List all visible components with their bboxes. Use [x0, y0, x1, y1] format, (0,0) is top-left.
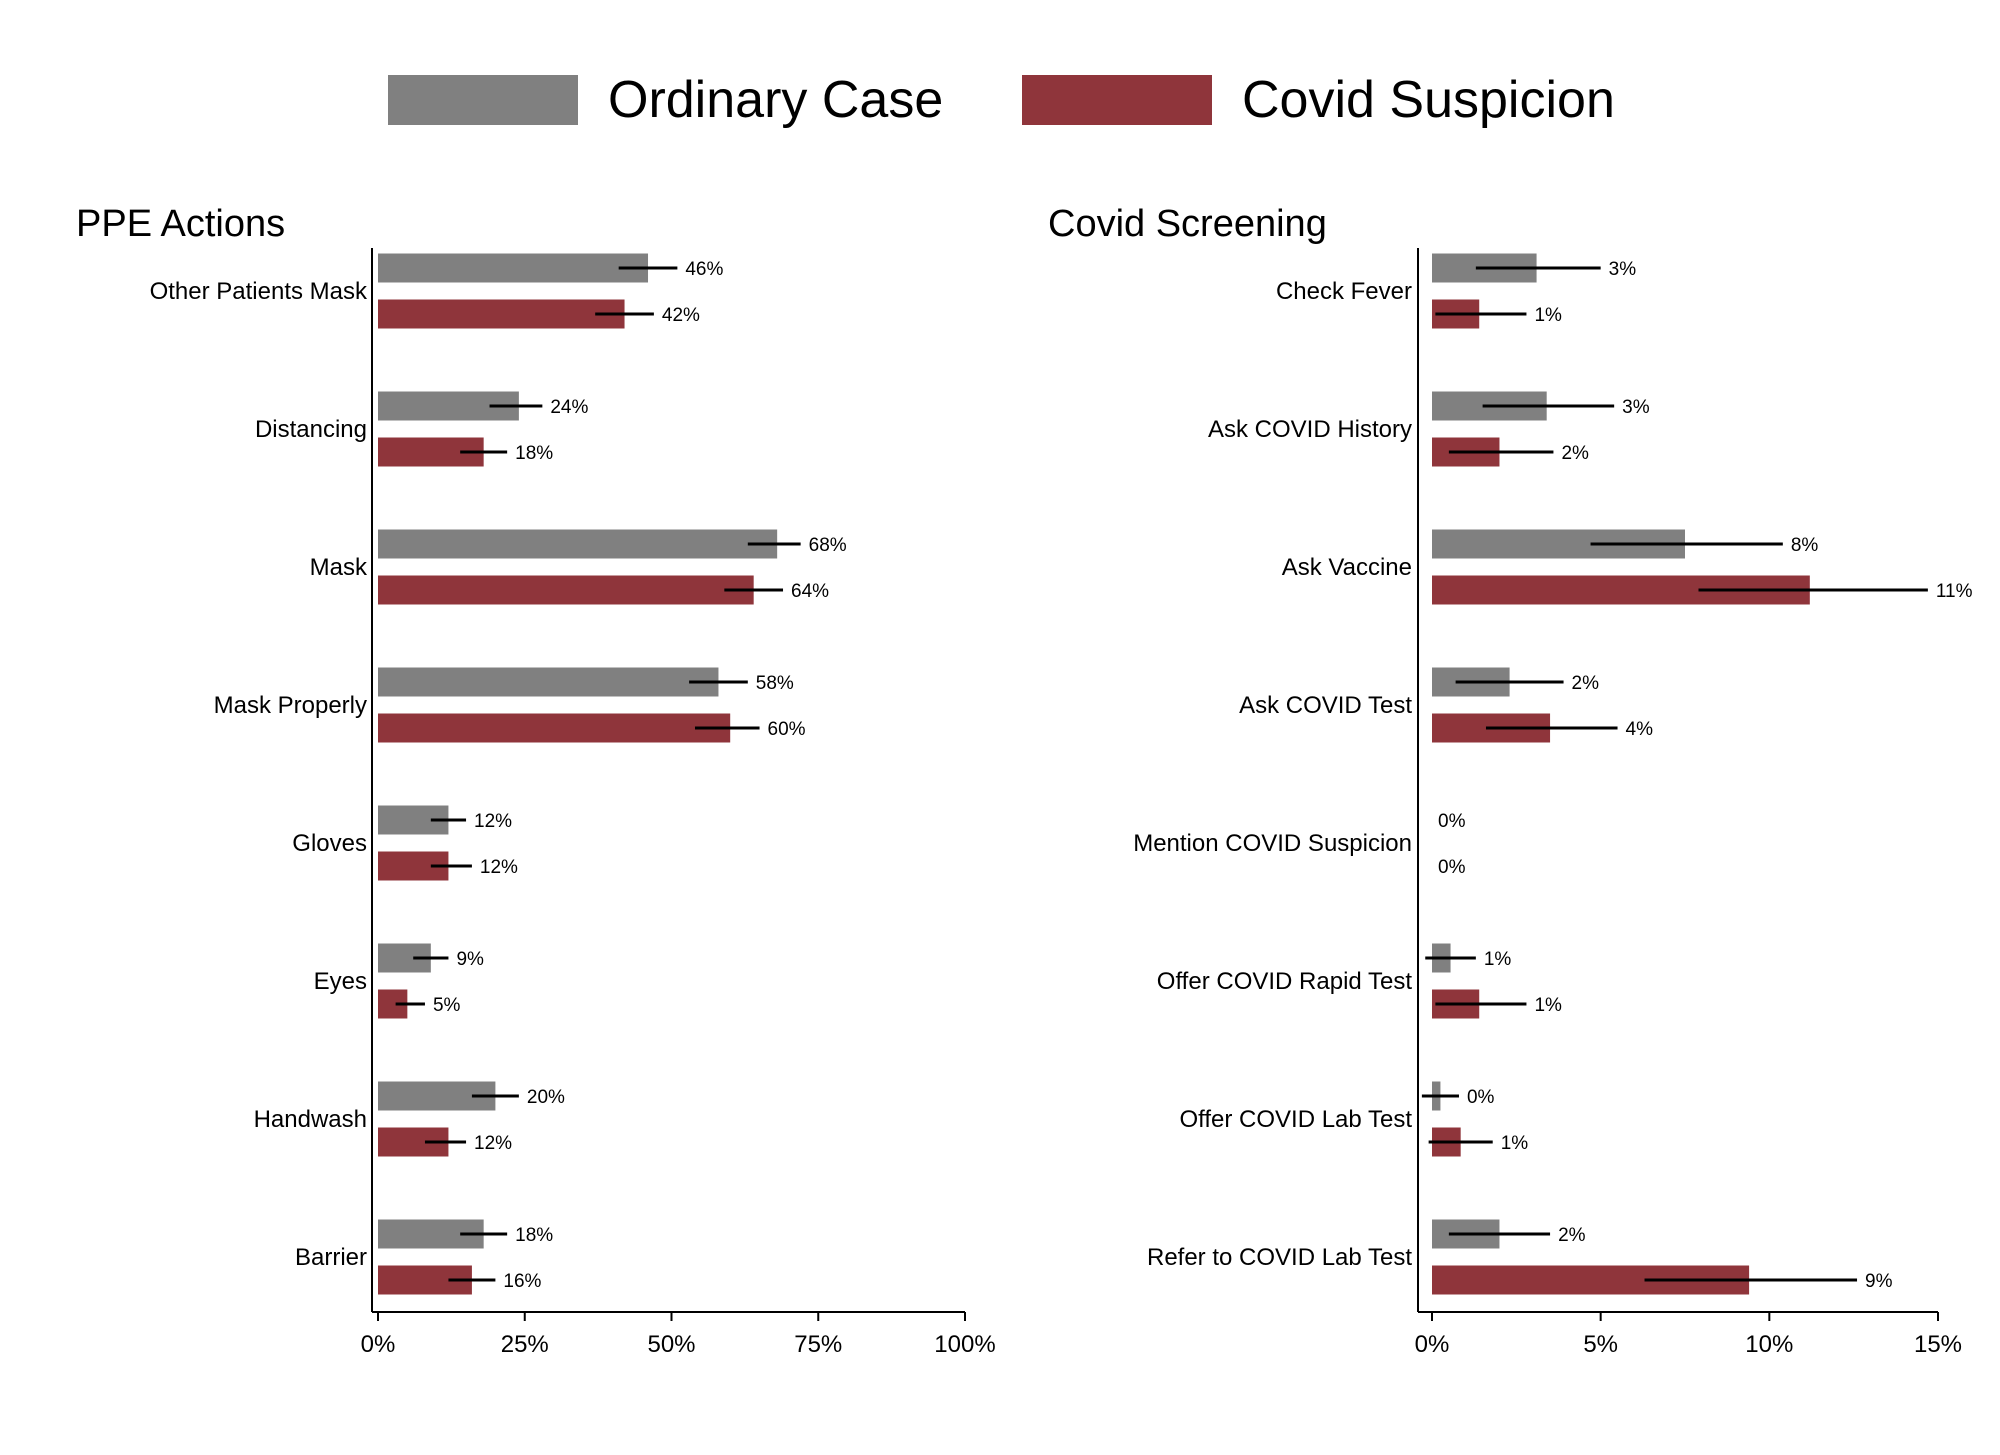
ppe-actions-value-label-ordinary-case: 18% [515, 1225, 553, 1246]
ppe-actions-value-label-covid-suspicion: 64% [791, 581, 829, 602]
ppe-actions-value-label-ordinary-case: 9% [456, 949, 484, 970]
ppe-actions-category-label: Handwash [254, 1106, 367, 1133]
legend: Ordinary Case Covid Suspicion [0, 0, 2000, 160]
ppe-actions-value-label-covid-suspicion: 42% [662, 305, 700, 326]
ppe-actions-category-label: Eyes [314, 968, 367, 995]
ppe-actions-bar-covid-suspicion [378, 713, 731, 743]
covid-screening-category-label: Offer COVID Rapid Test [1157, 968, 1413, 995]
covid-screening-x-tick-label: 15% [1914, 1331, 1962, 1358]
ppe-actions-value-label-covid-suspicion: 60% [768, 719, 806, 740]
legend-swatch-covid-suspicion [1022, 75, 1212, 125]
covid-screening-category-label: Refer to COVID Lab Test [1147, 1244, 1412, 1271]
ppe-actions-value-label-ordinary-case: 46% [685, 259, 723, 280]
covid-screening-value-label-ordinary-case: 2% [1558, 1225, 1586, 1246]
covid-screening-value-label-covid-suspicion: 2% [1561, 443, 1589, 464]
ppe-actions-category-label: Barrier [295, 1244, 367, 1271]
ppe-actions-title: PPE Actions [76, 203, 285, 245]
legend-label-ordinary-case: Ordinary Case [608, 71, 944, 129]
covid-screening-x-tick-label: 0% [1415, 1331, 1450, 1358]
ppe-actions-value-label-ordinary-case: 12% [474, 811, 512, 832]
covid-screening-value-label-ordinary-case: 8% [1791, 535, 1819, 556]
ppe-actions-value-label-ordinary-case: 58% [756, 673, 794, 694]
covid-screening-category-label: Mention COVID Suspicion [1133, 830, 1412, 857]
legend-item-ordinary-case: Ordinary Case [388, 70, 943, 130]
ppe-actions-category-label: Gloves [292, 830, 367, 857]
ppe-actions-bar-ordinary-case [378, 253, 649, 283]
covid-screening-category-label: Ask COVID Test [1239, 692, 1412, 719]
ppe-actions-x-tick-label: 50% [647, 1331, 695, 1358]
ppe-actions-bar-covid-suspicion [378, 299, 625, 329]
ppe-actions-value-label-covid-suspicion: 5% [433, 995, 461, 1016]
covid-screening-value-label-ordinary-case: 3% [1622, 397, 1650, 418]
ppe-actions-value-label-ordinary-case: 68% [809, 535, 847, 556]
ppe-actions-x-tick-label: 0% [361, 1331, 396, 1358]
ppe-actions-x-tick-label: 75% [794, 1331, 842, 1358]
covid-screening-value-label-ordinary-case: 0% [1438, 811, 1466, 832]
covid-screening-value-label-covid-suspicion: 1% [1534, 995, 1562, 1016]
covid-screening-category-label: Ask Vaccine [1282, 554, 1412, 581]
ppe-actions-value-label-ordinary-case: 24% [550, 397, 588, 418]
ppe-actions-category-label: Other Patients Mask [150, 278, 368, 305]
ppe-actions-bar-covid-suspicion [378, 575, 754, 605]
covid-screening-value-label-covid-suspicion: 0% [1438, 857, 1466, 878]
covid-screening-value-label-ordinary-case: 2% [1572, 673, 1600, 694]
covid-screening-value-label-covid-suspicion: 11% [1936, 581, 1973, 602]
legend-swatch-ordinary-case [388, 75, 578, 125]
covid-screening-category-label: Offer COVID Lab Test [1179, 1106, 1412, 1133]
ppe-actions-category-label: Mask [310, 554, 368, 581]
ppe-actions-value-label-covid-suspicion: 12% [480, 857, 518, 878]
covid-screening-value-label-ordinary-case: 0% [1467, 1087, 1495, 1108]
covid-screening-value-label-covid-suspicion: 1% [1501, 1133, 1529, 1154]
legend-item-covid-suspicion: Covid Suspicion [1022, 70, 1615, 130]
covid-screening-x-tick-label: 10% [1745, 1331, 1793, 1358]
ppe-actions-value-label-ordinary-case: 20% [527, 1087, 565, 1108]
ppe-actions-category-label: Mask Properly [214, 692, 367, 719]
ppe-actions-value-label-covid-suspicion: 12% [474, 1133, 512, 1154]
covid-screening-title: Covid Screening [1048, 203, 1327, 245]
covid-screening-x-tick-label: 5% [1583, 1331, 1618, 1358]
ppe-actions-value-label-covid-suspicion: 18% [515, 443, 553, 464]
ppe-actions-x-tick-label: 25% [501, 1331, 549, 1358]
legend-label-covid-suspicion: Covid Suspicion [1242, 71, 1615, 129]
covid-screening-category-label: Check Fever [1276, 278, 1412, 305]
covid-screening-value-label-ordinary-case: 3% [1609, 259, 1637, 280]
ppe-actions-x-tick-label: 100% [934, 1331, 995, 1358]
covid-screening-value-label-ordinary-case: 1% [1484, 949, 1512, 970]
covid-screening-value-label-covid-suspicion: 1% [1534, 305, 1562, 326]
covid-screening-category-label: Ask COVID History [1208, 416, 1412, 443]
ppe-actions-bar-ordinary-case [378, 667, 719, 697]
ppe-actions-value-label-covid-suspicion: 16% [503, 1271, 541, 1292]
covid-screening-value-label-covid-suspicion: 9% [1865, 1271, 1893, 1292]
ppe-actions-category-label: Distancing [255, 416, 367, 443]
ppe-actions-bar-ordinary-case [378, 529, 778, 559]
covid-screening-value-label-covid-suspicion: 4% [1626, 719, 1654, 740]
